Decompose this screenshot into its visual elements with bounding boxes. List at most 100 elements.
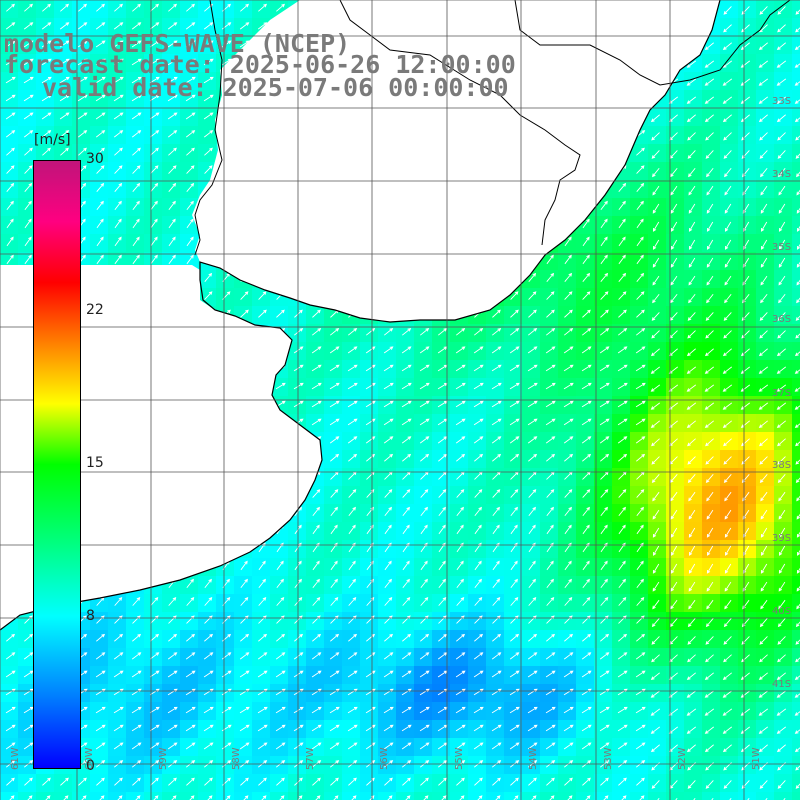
wind-arrow: [95, 94, 106, 102]
wind-arrow: [329, 742, 340, 750]
lat-label: 39S: [772, 533, 791, 544]
wind-arrow: [401, 706, 412, 714]
wind-speed-cell: [774, 108, 793, 127]
wind-speed-cell: [576, 414, 595, 433]
wind-speed-cell: [306, 684, 325, 703]
wind-speed-cell: [216, 648, 235, 667]
wind-speed-cell: [180, 54, 199, 73]
wind-arrow: [509, 346, 520, 354]
wind-speed-cell: [720, 576, 739, 595]
wind-arrow: [96, 254, 104, 265]
wind-speed-cell: [774, 360, 793, 379]
wind-arrow: [491, 418, 502, 426]
wind-speed-cell: [504, 792, 523, 800]
wind-speed-cell: [630, 522, 649, 541]
lat-label: 38S: [772, 460, 791, 471]
wind-speed-cell: [684, 558, 703, 577]
wind-arrow: [510, 524, 518, 535]
wind-speed-cell: [594, 486, 613, 505]
wind-arrow: [723, 474, 732, 484]
wind-speed-cell: [630, 378, 649, 397]
wind-speed-cell: [684, 324, 703, 343]
wind-speed-cell: [126, 612, 145, 631]
wind-speed-cell: [756, 792, 775, 800]
wind-speed-cell: [54, 792, 73, 800]
wind-speed-cell: [522, 342, 541, 361]
wind-arrow: [599, 364, 610, 372]
wind-arrow: [650, 348, 660, 357]
wind-speed-cell: [90, 126, 109, 145]
wind-speed-cell: [18, 198, 37, 217]
wind-speed-cell: [684, 504, 703, 523]
wind-arrow: [492, 453, 502, 462]
wind-speed-cell: [450, 540, 469, 559]
wind-speed-cell: [522, 450, 541, 469]
wind-speed-cell: [414, 774, 433, 793]
wind-speed-cell: [270, 738, 289, 757]
wind-speed-cell: [540, 252, 559, 271]
wind-speed-cell: [126, 720, 145, 739]
wind-arrow: [776, 42, 786, 51]
wind-arrow: [776, 690, 787, 698]
wind-speed-cell: [720, 126, 739, 145]
wind-speed-cell: [558, 774, 577, 793]
wind-speed-cell: [522, 522, 541, 541]
wind-arrow: [23, 670, 34, 678]
wind-arrow: [706, 185, 714, 196]
wind-arrow: [185, 670, 196, 678]
wind-speed-cell: [342, 558, 361, 577]
wind-speed-cell: [378, 396, 397, 415]
wind-speed-cell: [738, 396, 757, 415]
wind-arrow: [96, 218, 104, 229]
wind-arrow: [509, 400, 520, 408]
wind-arrow: [581, 400, 592, 408]
wind-speed-cell: [432, 630, 451, 649]
wind-arrow: [186, 578, 194, 589]
wind-speed-cell: [0, 774, 19, 793]
wind-speed-cell: [324, 342, 343, 361]
wind-speed-cell: [558, 342, 577, 361]
lat-label: 36S: [772, 314, 791, 325]
wind-speed-cell: [468, 756, 487, 775]
wind-speed-cell: [234, 720, 253, 739]
wind-arrow: [114, 597, 123, 606]
wind-arrow: [420, 578, 428, 589]
wind-arrow: [384, 560, 392, 571]
wind-speed-cell: [792, 270, 800, 289]
wind-speed-cell: [756, 180, 775, 199]
wind-arrow: [239, 742, 250, 750]
wind-speed-cell: [342, 684, 361, 703]
wind-speed-cell: [450, 594, 469, 613]
wind-speed-cell: [720, 306, 739, 325]
wind-speed-cell: [342, 522, 361, 541]
wind-speed-cell: [756, 648, 775, 667]
wind-arrow: [669, 618, 678, 628]
wind-speed-cell: [396, 378, 415, 397]
wind-arrow: [778, 491, 786, 502]
wind-arrow: [365, 652, 376, 660]
wind-speed-cell: [342, 630, 361, 649]
wind-arrow: [491, 382, 502, 390]
wind-speed-cell: [774, 216, 793, 235]
wind-arrow: [131, 58, 142, 66]
wind-arrow: [776, 96, 787, 104]
wind-speed-cell: [630, 198, 649, 217]
wind-arrow: [239, 724, 250, 732]
wind-arrow: [185, 652, 196, 660]
wind-speed-cell: [108, 630, 127, 649]
wind-speed-cell: [414, 684, 433, 703]
wind-speed-cell: [594, 576, 613, 595]
wind-speed-cell: [0, 648, 19, 667]
wind-arrow: [365, 418, 376, 426]
wind-speed-cell: [432, 414, 451, 433]
wind-speed-cell: [720, 486, 739, 505]
wind-speed-cell: [594, 288, 613, 307]
wind-speed-cell: [486, 720, 505, 739]
wind-speed-cell: [144, 216, 163, 235]
wind-speed-cell: [594, 630, 613, 649]
wind-arrow: [474, 578, 482, 589]
wind-arrow: [204, 633, 214, 642]
wind-speed-cell: [144, 198, 163, 217]
wind-speed-cell: [234, 612, 253, 631]
wind-speed-cell: [108, 72, 127, 91]
